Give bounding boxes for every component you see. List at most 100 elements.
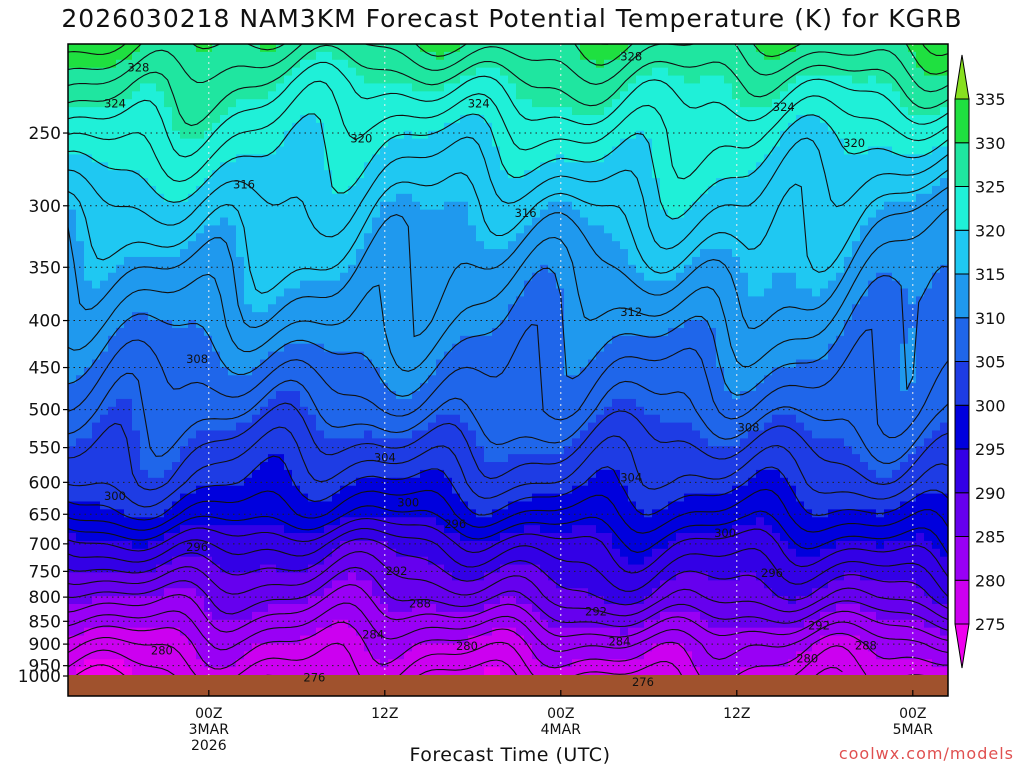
theta-band-cell xyxy=(660,335,669,424)
theta-band-cell xyxy=(596,351,605,416)
theta-band-cell xyxy=(332,525,341,550)
theta-band-cell xyxy=(92,44,101,69)
colorbar-tick-label: 330 xyxy=(975,134,1006,153)
theta-band-cell xyxy=(108,540,117,574)
theta-band-cell xyxy=(644,335,653,416)
theta-band-cell xyxy=(268,44,277,53)
theta-band-cell xyxy=(924,627,933,660)
contour-label: 292 xyxy=(386,564,408,578)
theta-band-cell xyxy=(572,375,581,439)
theta-band-cell xyxy=(588,225,597,361)
theta-band-cell xyxy=(428,422,437,471)
theta-band-cell xyxy=(820,122,829,290)
theta-band-cell xyxy=(620,604,629,637)
theta-band-cell xyxy=(548,533,557,581)
theta-band-cell xyxy=(620,138,629,250)
theta-band-cell xyxy=(92,107,101,163)
theta-band-cell xyxy=(132,517,141,550)
theta-band-cell xyxy=(348,438,357,487)
theta-band-cell xyxy=(260,312,269,361)
contour-label: 324 xyxy=(773,100,795,114)
theta-band-cell xyxy=(356,635,365,675)
theta-band-cell xyxy=(68,501,77,534)
theta-band-cell xyxy=(380,604,389,668)
theta-band-cell xyxy=(372,517,381,542)
theta-band-cell xyxy=(388,517,397,550)
theta-band-cell xyxy=(76,501,85,542)
contour-label: 276 xyxy=(632,675,654,689)
theta-band-cell xyxy=(764,59,773,108)
theta-band-cell xyxy=(124,44,133,61)
theta-band-cell xyxy=(124,627,133,668)
theta-band-cell xyxy=(836,272,845,337)
colorbar-tick-label: 285 xyxy=(975,528,1006,547)
theta-band-cell xyxy=(196,185,205,234)
theta-band-cell xyxy=(364,44,373,85)
theta-band-cell xyxy=(436,209,445,361)
y-tick-label: 300 xyxy=(29,197,61,217)
theta-band-cell xyxy=(772,469,781,534)
theta-band-cell xyxy=(780,477,789,542)
theta-band-cell xyxy=(804,359,813,432)
theta-band-cell xyxy=(228,485,237,526)
colorbar-segment xyxy=(954,448,970,494)
theta-band-cell xyxy=(100,414,109,510)
theta-band-cell xyxy=(900,154,909,203)
x-tick-label: 4MAR xyxy=(541,722,582,738)
theta-band-cell xyxy=(796,651,805,675)
theta-band-cell xyxy=(284,572,293,605)
theta-band-cell xyxy=(652,619,661,645)
theta-band-cell xyxy=(860,462,869,510)
theta-band-cell xyxy=(908,51,917,116)
theta-band-cell xyxy=(884,44,893,85)
theta-band-cell xyxy=(348,627,357,675)
theta-band-cell xyxy=(132,548,141,574)
theta-band-cell xyxy=(132,596,141,629)
theta-band-cell xyxy=(868,469,877,510)
theta-band-cell xyxy=(588,359,597,424)
contour-line-292 xyxy=(68,528,948,597)
theta-band-cell xyxy=(396,611,405,660)
theta-band-cell xyxy=(924,493,933,542)
y-tick-label: 250 xyxy=(29,124,61,144)
theta-band-cell xyxy=(180,138,189,203)
theta-band-cell xyxy=(804,114,813,290)
theta-band-cell xyxy=(940,493,948,558)
theta-band-cell xyxy=(516,99,525,179)
theta-band-cell xyxy=(444,51,453,85)
theta-band-cell xyxy=(804,44,813,77)
theta-band-cell xyxy=(684,44,693,85)
theta-band-cell xyxy=(244,154,253,305)
theta-band-cell xyxy=(764,525,773,589)
theta-band-cell xyxy=(908,454,917,503)
theta-band-cell xyxy=(692,493,701,534)
theta-band-cell xyxy=(404,438,413,479)
theta-band-cell xyxy=(716,627,725,675)
theta-band-cell xyxy=(92,596,101,629)
theta-band-cell xyxy=(180,635,189,675)
theta-band-cell xyxy=(868,540,877,581)
contour-label: 284 xyxy=(362,628,384,642)
theta-band-cell xyxy=(524,564,533,605)
theta-band-cell xyxy=(804,288,813,361)
theta-band-cell xyxy=(772,367,781,416)
theta-band-cell xyxy=(388,659,397,675)
theta-band-cell xyxy=(164,533,173,566)
theta-band-cell xyxy=(628,564,637,605)
theta-band-cell xyxy=(140,44,149,85)
theta-band-cell xyxy=(668,422,677,503)
theta-band-cell xyxy=(796,556,805,597)
theta-band-cell xyxy=(700,193,709,250)
theta-band-cell xyxy=(292,604,301,645)
theta-band-cell xyxy=(940,667,948,675)
theta-band-cell xyxy=(740,107,749,179)
theta-band-cell xyxy=(420,430,429,471)
theta-band-cell xyxy=(324,44,333,53)
theta-band-cell xyxy=(852,44,861,85)
theta-band-cell xyxy=(244,304,253,376)
theta-band-cell xyxy=(916,67,925,116)
theta-band-cell xyxy=(164,627,173,675)
theta-band-cell xyxy=(844,604,853,637)
theta-band-cell xyxy=(92,572,101,597)
